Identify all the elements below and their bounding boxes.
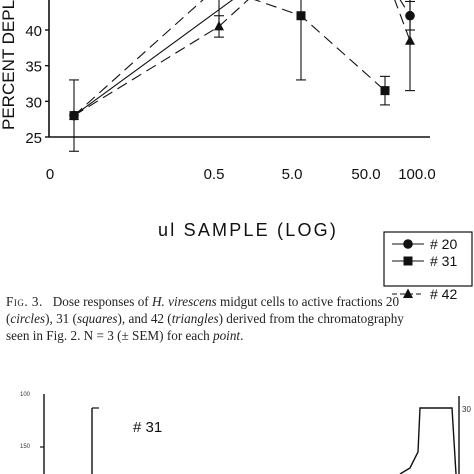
caption-text: ( [6, 311, 11, 326]
x-axis-title: ul SAMPLE (LOG) [158, 220, 338, 240]
x-tick-label: 5.0 [282, 166, 303, 183]
caption-squares: squares [76, 311, 118, 326]
x-tick-label: 0 [46, 166, 54, 183]
caption-text: Dose responses of [52, 294, 152, 309]
caption-text: . [240, 328, 244, 343]
series-31-line [73, 0, 234, 117]
lower-right-tick: 30 [462, 405, 471, 414]
x-tick-label: 50.0 [351, 166, 380, 183]
series-42-line [73, 0, 249, 117]
x-tick-label: 0.5 [204, 166, 225, 183]
chart-axes [48, 0, 430, 138]
legend-box [383, 231, 473, 287]
legend: # 20# 31 # 42 [383, 231, 473, 302]
y-tick-label: 40 [25, 23, 42, 40]
lower-fraction-label: # 31 [133, 419, 162, 436]
caption-text: midgut cells to active fractions 20 [216, 294, 400, 309]
legend-label: # 31 [430, 253, 457, 269]
data-point-triangle [405, 35, 415, 45]
y-ticks: 40 35 30 25 [25, 23, 49, 147]
caption-line-2: (circles), 31 (squares), and 42 (triangl… [6, 310, 474, 327]
data-point-triangle [214, 20, 224, 31]
caption-fig-label: Fig. 3. [6, 294, 43, 309]
caption-point: point [212, 328, 241, 343]
caption-species: H. virescens [151, 294, 217, 309]
legend-label: # 42 [430, 286, 457, 302]
figure-caption: Fig. 3. Dose responses of H. virescens m… [6, 293, 474, 344]
y-tick-label: 30 [25, 94, 42, 111]
data-point-triangle [69, 110, 79, 120]
caption-line-3: seen in Fig. 2. N = 3 (± SEM) for each p… [6, 327, 474, 344]
y-tick-label: 35 [25, 59, 42, 76]
caption-text: ), and 42 ( [117, 311, 172, 326]
legend-marker-square [403, 256, 413, 266]
caption-text: ) derived from the chromatography [218, 311, 404, 326]
series-42-line [394, 0, 411, 41]
y-tick-label: 25 [25, 130, 42, 147]
lower-right-trace [399, 407, 457, 474]
data-point-square [296, 11, 306, 21]
series-20-line [73, 0, 204, 117]
series-31-line [254, 0, 386, 92]
legend-marker-triangle [403, 288, 413, 298]
series-layer [69, 0, 415, 152]
caption-triangles: triangles [171, 311, 219, 326]
x-ticks: 0 0.5 5.0 50.0 100.0 [46, 166, 436, 183]
lower-tick-top: 100 [20, 392, 31, 398]
lower-tick-bottom: 150 [20, 444, 31, 450]
legend-label: # 20 [430, 236, 457, 252]
caption-text: seen in Fig. 2. N = 3 (± SEM) for each [6, 328, 213, 343]
y-axis-title: PERCENT DEPL [0, 0, 18, 130]
data-point-square [380, 86, 390, 96]
caption-text: ), 31 ( [45, 311, 77, 326]
caption-line-1: Fig. 3. Dose responses of H. virescens m… [6, 293, 474, 310]
legend-marker-circle [403, 239, 413, 249]
lower-figure: 100 150 # 31 30 [20, 392, 471, 474]
caption-circles: circles [10, 311, 46, 326]
x-tick-label: 100.0 [398, 166, 436, 183]
